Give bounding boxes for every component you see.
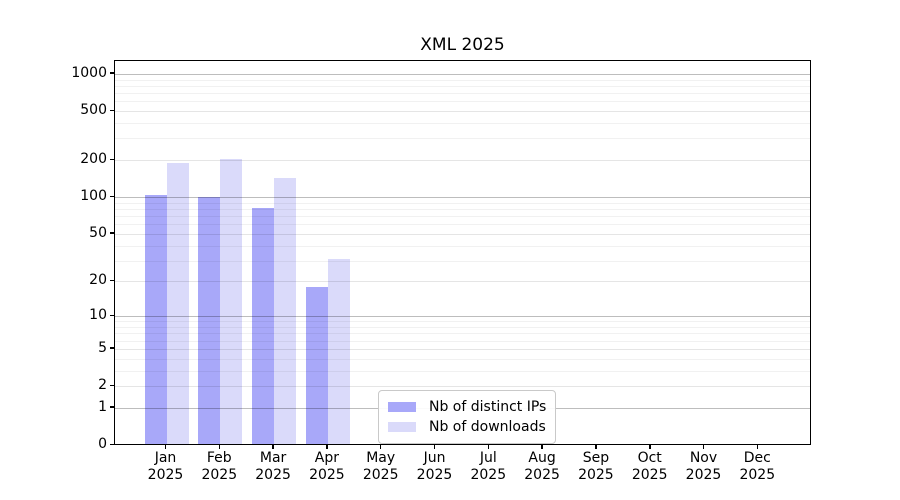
bar-distinct-ips [305,286,328,444]
x-tick-mark [595,445,597,449]
y-tick-label: 10 [89,307,107,324]
x-tick-mark [649,445,651,449]
y-tick-label: 2 [98,377,107,393]
legend-item: Nb of distinct IPs [388,397,546,417]
y-tick-mark [110,109,114,111]
x-tick-mark [326,445,328,449]
y-tick-mark [110,314,114,317]
x-tick-mark [756,445,758,449]
x-tick-label: Aug 2025 [524,450,560,483]
x-tick-mark [272,445,274,449]
bar-distinct-ips [198,197,221,444]
x-tick-label: Jun 2025 [416,450,453,483]
x-tick-label: Jan 2025 [147,450,184,483]
bar-downloads [166,162,189,444]
y-tick-label: 0 [98,436,107,452]
y-tick-mark [110,232,114,234]
bar-distinct-ips [144,194,167,444]
x-tick-label: Dec 2025 [739,450,776,483]
bar-downloads [274,177,297,444]
bars-layer [115,61,810,444]
legend-swatch-distinct-ips [388,402,416,412]
legend-label: Nb of distinct IPs [429,399,547,415]
x-tick-label: Sep 2025 [578,450,614,483]
y-tick-mark [110,195,114,198]
x-tick-mark [487,445,489,449]
bar-downloads [327,258,350,444]
x-tick-label: Mar 2025 [255,450,291,483]
y-tick-mark [110,347,114,349]
y-tick-mark [110,72,114,74]
x-tick-label: May 2025 [362,450,399,483]
x-tick-mark [541,445,543,449]
x-tick-label: Feb 2025 [201,450,238,483]
x-tick-label: Oct 2025 [631,450,668,483]
y-tick-label: 500 [80,102,107,118]
plot-area [114,60,811,445]
y-tick-mark [110,406,114,408]
bar-downloads [220,158,243,444]
y-tick-mark [110,158,114,161]
legend-label: Nb of downloads [429,419,546,435]
x-tick-mark [702,445,705,449]
legend-item: Nb of downloads [388,417,546,437]
bar-distinct-ips [252,207,275,444]
y-tick-mark [110,443,114,445]
x-tick-label: Apr 2025 [309,450,345,483]
chart-title: XML 2025 [420,35,505,55]
y-tick-label: 200 [80,151,107,168]
x-tick-mark [433,445,436,449]
x-tick-label: Nov 2025 [685,450,722,483]
x-tick-mark [218,445,221,449]
legend: Nb of distinct IPs Nb of downloads [378,390,557,444]
x-tick-mark [379,445,382,449]
legend-swatch-downloads [388,422,416,432]
x-tick-mark [164,445,167,449]
y-tick-label: 1 [98,398,107,415]
x-tick-label: Jul 2025 [470,450,507,483]
y-tick-label: 20 [89,272,107,289]
y-tick-label: 1000 [71,64,107,81]
y-tick-label: 100 [80,188,107,205]
y-tick-mark [110,384,114,386]
y-tick-label: 50 [89,224,107,241]
y-tick-mark [110,279,114,282]
y-tick-label: 5 [98,339,107,356]
